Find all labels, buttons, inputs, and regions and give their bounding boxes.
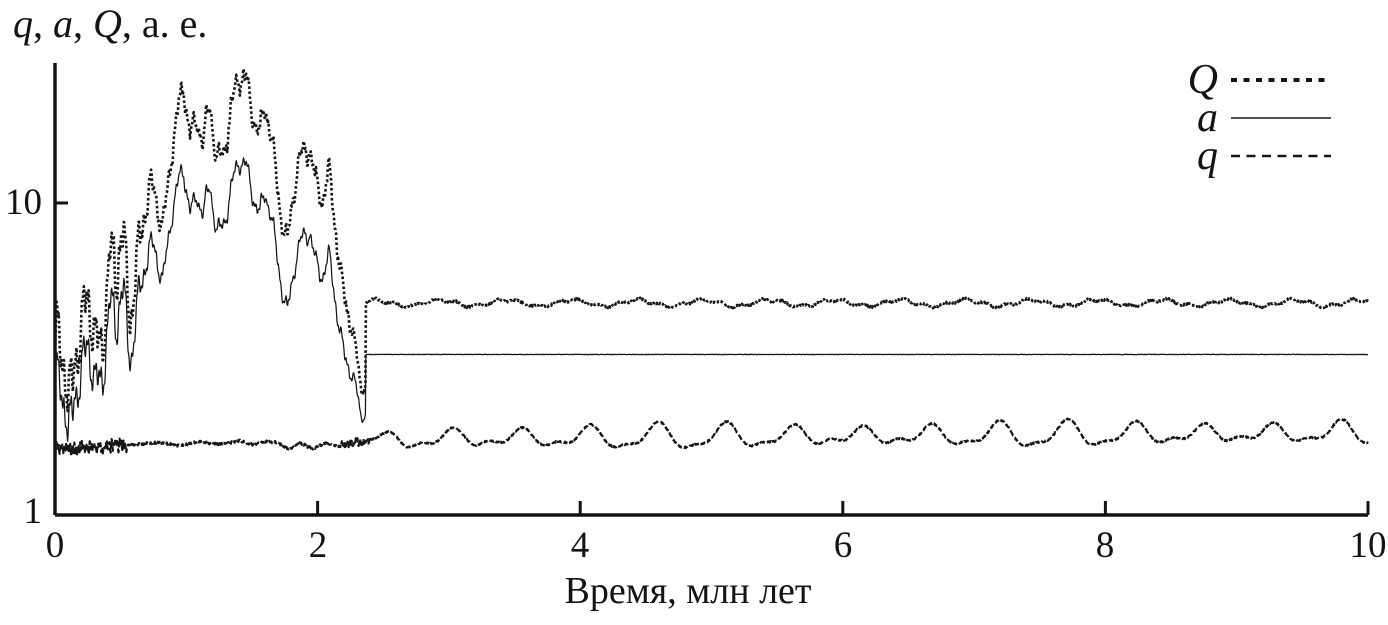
y-axis-title-sep1: , bbox=[33, 1, 53, 46]
x-axis-title: Время, млн лет bbox=[564, 570, 812, 612]
y-axis-title-part-a: a bbox=[53, 1, 73, 46]
legend-row-q: q bbox=[1146, 133, 1331, 179]
series-Q-path bbox=[53, 67, 1369, 413]
x-tick-label-2: 2 bbox=[308, 525, 328, 566]
legend-line-sample-q bbox=[1231, 154, 1331, 158]
x-tick-label-6: 6 bbox=[833, 525, 853, 566]
series-a-path bbox=[54, 157, 1369, 442]
y-axis-title-part-Q: Q bbox=[93, 1, 122, 46]
legend: Q a q bbox=[1146, 57, 1331, 179]
legend-line-sample-Q bbox=[1231, 78, 1331, 82]
legend-row-Q: Q bbox=[1146, 57, 1331, 103]
legend-line-sample-a bbox=[1231, 117, 1331, 119]
y-axis-title-units: , а. е. bbox=[121, 1, 208, 46]
x-tick-marks bbox=[53, 501, 1370, 515]
y-tick-marks bbox=[55, 201, 68, 517]
legend-row-a: a bbox=[1146, 95, 1331, 141]
x-tick-label-8: 8 bbox=[1095, 525, 1115, 566]
x-tick-label-0: 0 bbox=[45, 525, 65, 566]
y-axis-title-part-q: q bbox=[13, 1, 33, 46]
x-tick-label-4: 4 bbox=[570, 525, 590, 566]
legend-label-q: q bbox=[1197, 133, 1218, 179]
axes bbox=[53, 63, 1368, 517]
y-tick-label-1: 1 bbox=[23, 491, 43, 532]
y-axis-title-sep2: , bbox=[73, 1, 93, 46]
x-tick-label-10: 10 bbox=[1349, 525, 1387, 566]
legend-label-Q: Q bbox=[1187, 57, 1218, 103]
legend-label-a: a bbox=[1197, 95, 1218, 141]
y-tick-label-10: 10 bbox=[5, 182, 42, 223]
y-axis-title: q, a, Q, а. е. bbox=[13, 0, 207, 47]
series-q-path bbox=[53, 417, 1369, 457]
